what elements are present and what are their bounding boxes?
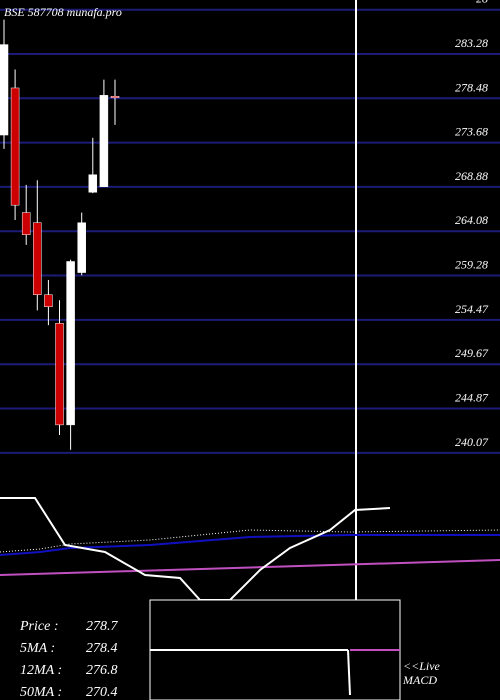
chart-title: BSE 587708 munafa.pro — [4, 5, 122, 19]
live-label: <<Live — [403, 659, 441, 673]
macd-label: MACD — [402, 673, 437, 687]
candle-body — [55, 323, 64, 426]
grid: 28 283.28 278.48 273.68 268.88 264.08 259.28 25… — [0, 0, 500, 454]
y-tick-label: 244.87 — [455, 391, 489, 405]
y-tick-label: 264.08 — [455, 213, 488, 227]
y-tick-label: 278.48 — [455, 80, 488, 94]
info-label: 50MA : — [20, 685, 62, 700]
info-value: 270.4 — [86, 685, 118, 700]
y-tick-label: 240.07 — [455, 435, 489, 449]
info-value: 278.4 — [86, 641, 118, 656]
candle-body — [88, 174, 98, 193]
candles — [0, 19, 120, 450]
y-tick-label: 268.88 — [455, 169, 488, 183]
candle-body — [99, 95, 109, 187]
candle-body — [33, 222, 42, 295]
y-tick-label: 273.68 — [455, 125, 488, 139]
candle-body — [44, 294, 53, 307]
candle-body — [66, 261, 75, 426]
ma-dotted-line — [0, 529, 500, 553]
info-label: 12MA : — [20, 663, 62, 678]
candle-body — [110, 96, 120, 99]
macd-signal-line — [0, 559, 500, 576]
candle-body — [21, 212, 31, 235]
candle-body — [10, 87, 20, 206]
info: Price : 278.7 5MA : 278.4 12MA : 276.8 50MA : 2… — [19, 619, 119, 700]
y-tick-label: 283.28 — [455, 36, 488, 50]
info-value: 278.7 — [86, 619, 119, 634]
candle-body — [77, 222, 86, 273]
ma-line — [0, 534, 500, 556]
y-tick-label: 28 — [476, 0, 488, 6]
y-tick-label: 254.47 — [455, 302, 489, 316]
candle-body — [0, 44, 9, 136]
y-tick-label: 249.67 — [455, 346, 489, 360]
info-label: Price : — [19, 619, 58, 634]
info-label: 5MA : — [20, 641, 55, 656]
info-value: 276.8 — [86, 663, 118, 678]
y-tick-label: 259.28 — [455, 258, 488, 272]
macd-line — [347, 649, 351, 696]
